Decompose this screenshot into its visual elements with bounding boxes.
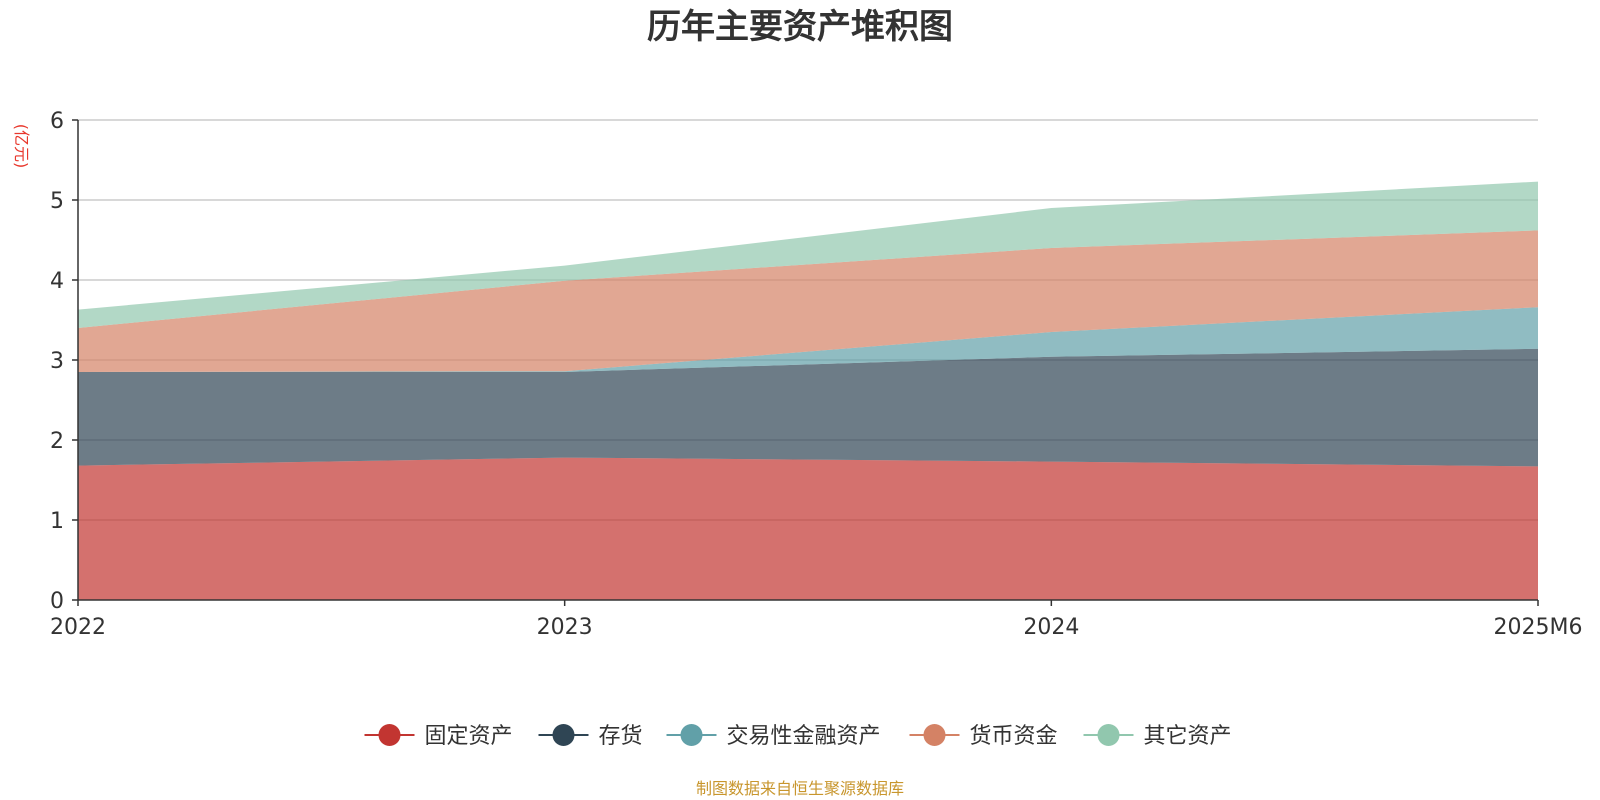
chart-title: 历年主要资产堆积图	[647, 7, 953, 47]
area-series-3[interactable]	[78, 230, 1538, 372]
legend-item-3[interactable]: 货币资金	[909, 724, 1058, 749]
legend-dot-marker	[1097, 724, 1120, 746]
legend-item-2[interactable]: 交易性金融资产	[666, 724, 881, 749]
y-tick-label: 6	[50, 109, 64, 134]
y-tick-label: 3	[50, 349, 64, 374]
y-tick-label: 5	[50, 189, 64, 214]
y-tick-label: 1	[50, 509, 64, 534]
x-tick-label: 2022	[50, 615, 106, 640]
legend-item-0[interactable]: 固定资产	[364, 724, 513, 749]
legend-dot-marker	[680, 724, 703, 746]
legend-item-1[interactable]: 存货	[538, 724, 643, 749]
area-series-2[interactable]	[78, 307, 1538, 372]
x-tick-label: 2025M6	[1494, 615, 1583, 640]
source-note: 制图数据来自恒生聚源数据库	[696, 779, 904, 798]
legend-item-4[interactable]: 其它资产	[1083, 724, 1232, 749]
area-series	[78, 181, 1538, 600]
y-tick-label: 4	[50, 269, 64, 294]
y-tick-label: 0	[50, 589, 64, 614]
legend-dot-marker	[923, 724, 946, 746]
x-tick-label: 2024	[1023, 615, 1079, 640]
area-series-1[interactable]	[78, 348, 1538, 467]
legend-label: 其它资产	[1144, 724, 1232, 749]
y-tick-label: 2	[50, 429, 64, 454]
area-series-0[interactable]	[78, 457, 1538, 600]
legend-dot-marker	[552, 724, 575, 746]
legend[interactable]: 固定资产 存货 交易性金融资产 货币资金 其它资产	[364, 724, 1232, 749]
axes: 0 1 2 3 4 5 6 2022 2023 2024 2025M6	[50, 109, 1582, 640]
legend-label: 固定资产	[425, 724, 513, 749]
legend-label: 存货	[599, 724, 643, 749]
legend-label: 货币资金	[970, 724, 1058, 749]
legend-label: 交易性金融资产	[727, 724, 881, 749]
y-axis-unit-label: (亿元)	[12, 124, 31, 169]
legend-dot-marker	[378, 724, 401, 746]
x-tick-label: 2023	[537, 615, 593, 640]
area-series-4[interactable]	[78, 181, 1538, 328]
